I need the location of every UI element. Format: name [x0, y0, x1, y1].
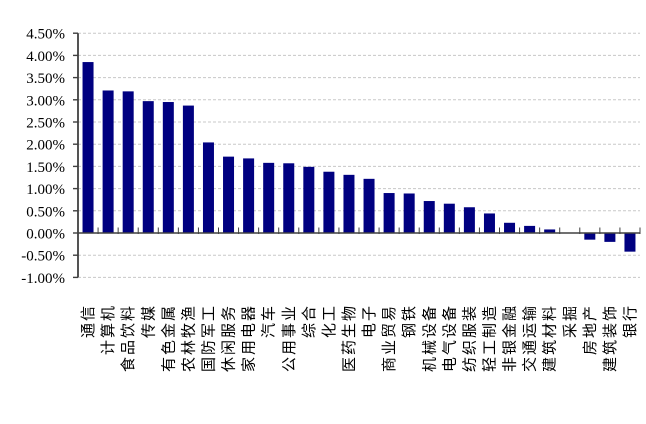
- x-category-label: 采掘: [562, 304, 579, 338]
- x-category-label: 钢铁: [401, 304, 418, 338]
- bar: [524, 225, 536, 233]
- y-tick-label: 3.50%: [26, 71, 65, 87]
- bar: [323, 171, 335, 233]
- x-category-label: 医药生物: [341, 304, 358, 372]
- x-category-label: 化工: [321, 304, 338, 338]
- bar: [82, 62, 94, 234]
- y-tick-label: 1.50%: [26, 160, 65, 176]
- bar: [303, 166, 315, 233]
- bar: [504, 222, 516, 233]
- x-category-label: 食品饮料: [120, 304, 137, 372]
- x-category-label: 房地产: [582, 304, 599, 355]
- x-category-label: 休闲服务: [221, 304, 238, 372]
- y-tick-label: 3.00%: [26, 93, 65, 109]
- bar: [483, 213, 495, 233]
- x-category-label: 有色金属: [160, 304, 177, 372]
- x-category-label: 通信: [80, 304, 97, 338]
- x-category-label: 建筑材料: [542, 304, 559, 372]
- x-category-label: 建筑装饰: [602, 304, 619, 372]
- y-tick-label: 0.00%: [26, 227, 65, 243]
- bar: [383, 193, 395, 233]
- bar: [604, 233, 616, 242]
- bar: [463, 207, 475, 233]
- bar: [263, 162, 275, 233]
- bar: [182, 105, 194, 233]
- x-category-label: 农林牧渔: [180, 304, 197, 372]
- bar: [243, 158, 255, 233]
- x-category-label: 轻工制造: [481, 304, 498, 372]
- bar: [142, 101, 154, 233]
- x-category-label: 电气设备: [441, 304, 458, 372]
- bar: [423, 201, 435, 233]
- y-tick-label: -0.50%: [21, 249, 65, 265]
- x-category-label: 交通运输: [521, 304, 539, 372]
- x-category-label: 电子: [361, 304, 378, 338]
- y-tick-label: 4.50%: [26, 27, 65, 43]
- bar: [363, 178, 375, 233]
- bar: [624, 233, 636, 252]
- x-category-label: 计算机: [99, 304, 117, 355]
- bar: [544, 229, 556, 233]
- bar: [102, 90, 114, 233]
- y-tick-label: -1.00%: [21, 271, 65, 287]
- bar: [443, 203, 455, 233]
- bar: [584, 233, 596, 240]
- x-category-label: 商业贸易: [381, 304, 398, 372]
- y-tick-label: 2.50%: [26, 116, 65, 132]
- x-category-label: 国防军工: [200, 304, 217, 372]
- y-tick-label: 2.00%: [26, 138, 65, 154]
- bar: [223, 156, 235, 233]
- bar: [122, 91, 134, 233]
- bar: [162, 102, 174, 234]
- bar: [343, 174, 355, 233]
- x-category-label: 纺织服装: [461, 304, 478, 372]
- bar: [403, 193, 415, 233]
- y-tick-label: 0.50%: [26, 204, 65, 220]
- x-category-label: 传媒: [140, 304, 157, 338]
- x-category-label: 家用电器: [241, 304, 258, 372]
- x-category-label: 汽车: [261, 304, 278, 338]
- bar: [283, 163, 295, 233]
- x-category-label: 银行: [622, 304, 639, 338]
- y-tick-label: 1.00%: [26, 182, 65, 198]
- x-category-label: 公用事业: [281, 304, 298, 372]
- bar: [202, 142, 214, 233]
- x-category-label: 非银金融: [502, 304, 519, 372]
- y-tick-label: 4.00%: [26, 49, 65, 65]
- x-category-label: 机械设备: [421, 304, 438, 372]
- x-category-label: 综合: [301, 304, 318, 338]
